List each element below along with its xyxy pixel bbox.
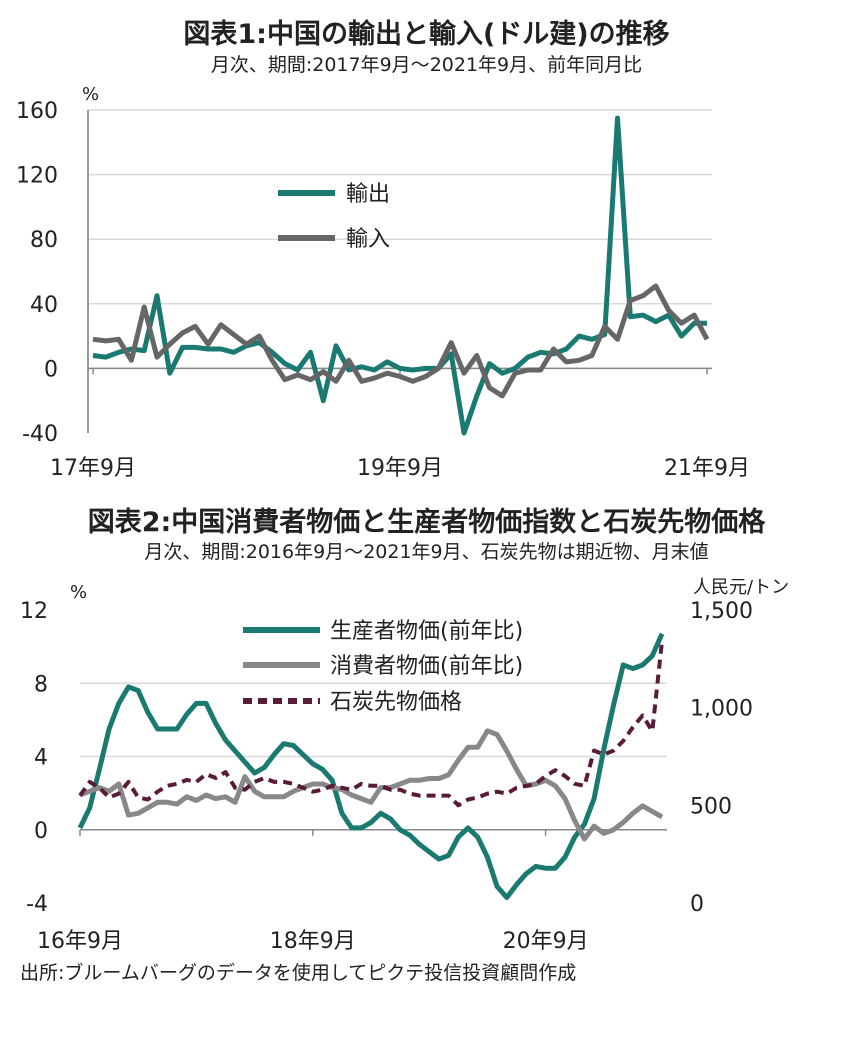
chart2-title: 図表2:中国消費者物価と生産者物価指数と石炭先物価格: [87, 507, 766, 538]
chart2-series-line-2: [78, 641, 664, 808]
chart1-y-tick-label: -40: [22, 422, 58, 447]
chart1-x-tick-label: 19年9月: [357, 456, 443, 481]
chart2-y2-tick-label: 1,000: [690, 697, 753, 722]
chart2-legend-label: 消費者物価(前年比): [330, 654, 523, 679]
chart2-y2-unit: 人民元/トン: [693, 577, 789, 598]
chart2-y2-tick-label: 500: [690, 794, 732, 819]
chart2-y-tick-label: -4: [26, 892, 48, 917]
chart2-y2-tick-label: 1,500: [690, 599, 753, 624]
chart2-y-tick-label: 4: [34, 746, 48, 771]
chart2-series-line-0: [77, 632, 665, 900]
chart1-y-tick-label: 160: [16, 99, 58, 124]
chart2-plot: -4 0 4 8 12 0 500 1,000 1,500% 人民元/トン 16年9月 18年9月 20…: [20, 577, 789, 954]
chart2-legend-label: 石炭先物価格: [330, 690, 462, 715]
chart1-title: 図表1:中国の輸出と輸入(ドル建)の推移: [183, 19, 670, 50]
chart2-x-tick-label: 20年9月: [503, 929, 589, 954]
chart1-y-tick-label: 40: [30, 293, 58, 318]
source-note: 出所:ブルームバーグのデータを使用してピクテ投信投資顧問作成: [20, 962, 577, 984]
chart1-y-tick-label: 80: [30, 228, 58, 253]
chart2-y-unit: %: [70, 582, 87, 603]
chart1-x-tick-label: 21年9月: [664, 456, 750, 481]
chart2-x-tick-label: 16年9月: [37, 929, 123, 954]
chart2-x-tick-label: 18年9月: [270, 929, 356, 954]
chart2-subtitle: 月次、期間:2016年9月～2021年9月、石炭先物は期近物、月末値: [144, 541, 709, 563]
chart1-x-tick-label: 17年9月: [50, 456, 136, 481]
chart1-legend-label: 輸入: [346, 227, 390, 252]
chart2-y-tick-label: 0: [34, 819, 48, 844]
chart2-legend-label: 生産者物価(前年比): [330, 619, 523, 644]
chart1-subtitle: 月次、期間:2017年9月～2021年9月、前年同月比: [210, 54, 643, 76]
chart1-y-unit: %: [82, 84, 99, 105]
chart2-y-tick-label: 12: [20, 599, 48, 624]
chart2-y2-tick-label: 0: [690, 892, 704, 917]
chart1-series-line-1: [92, 283, 710, 399]
chart1-legend-label: 輸出: [346, 182, 390, 207]
chart2-y-tick-label: 8: [34, 672, 48, 697]
chart2-series-line-1: [79, 728, 664, 842]
chart1-series-line-0: [92, 115, 707, 436]
chart1-y-tick-label: 0: [44, 357, 58, 382]
chart1-y-tick-label: 120: [16, 164, 58, 189]
